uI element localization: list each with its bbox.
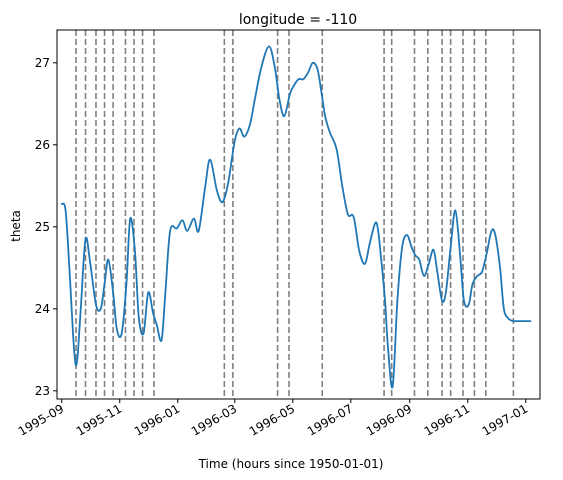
y-tick-label: 24: [35, 302, 50, 316]
y-axis-title: theta: [9, 210, 23, 242]
x-axis-title: Time (hours since 1950-01-01): [198, 457, 384, 471]
series-group: [60, 45, 532, 389]
y-axis-ticks: 23 24 25 26 27: [35, 56, 57, 398]
y-tick-label: 23: [35, 384, 50, 398]
theta-series-line: [60, 45, 532, 389]
y-tick-label: 25: [35, 220, 50, 234]
plot-frame: [56, 29, 541, 400]
vertical-lines-group: [75, 30, 515, 399]
chart-title: longitude = -110: [239, 12, 357, 28]
y-tick-label: 27: [35, 56, 50, 70]
y-tick-label: 26: [35, 138, 50, 152]
